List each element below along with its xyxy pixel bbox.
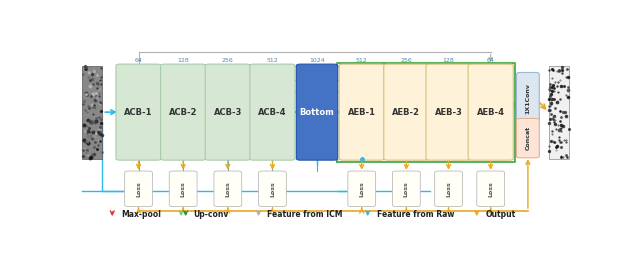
Text: Bottom: Bottom <box>300 108 335 117</box>
Text: Loss: Loss <box>270 181 275 197</box>
FancyBboxPatch shape <box>161 64 205 160</box>
Text: Loss: Loss <box>180 181 186 197</box>
Text: 256: 256 <box>222 58 234 63</box>
Text: 1X1Conv: 1X1Conv <box>525 83 531 114</box>
Text: 128: 128 <box>443 58 454 63</box>
FancyBboxPatch shape <box>125 171 152 206</box>
FancyBboxPatch shape <box>250 64 295 160</box>
Text: Max-pool: Max-pool <box>121 210 161 219</box>
Text: Loss: Loss <box>225 181 230 197</box>
Text: Concat: Concat <box>525 126 531 150</box>
Text: 512: 512 <box>356 58 367 63</box>
Bar <box>83 66 102 159</box>
FancyBboxPatch shape <box>214 171 242 206</box>
FancyBboxPatch shape <box>296 64 338 160</box>
FancyBboxPatch shape <box>516 73 540 124</box>
Text: Feature from Raw: Feature from Raw <box>376 210 454 219</box>
FancyBboxPatch shape <box>477 171 504 206</box>
Bar <box>548 66 568 159</box>
FancyBboxPatch shape <box>339 64 384 160</box>
FancyBboxPatch shape <box>392 171 420 206</box>
Text: Loss: Loss <box>488 181 493 197</box>
Text: ACB-1: ACB-1 <box>124 108 153 117</box>
FancyBboxPatch shape <box>516 118 540 158</box>
Text: AEB-1: AEB-1 <box>348 108 376 117</box>
Text: Feature from ICM: Feature from ICM <box>268 210 343 219</box>
Text: 128: 128 <box>177 58 189 63</box>
FancyBboxPatch shape <box>384 64 429 160</box>
Text: AEB-3: AEB-3 <box>435 108 463 117</box>
Text: Loss: Loss <box>136 181 141 197</box>
Text: Loss: Loss <box>446 181 451 197</box>
Text: ACB-3: ACB-3 <box>214 108 242 117</box>
Text: 256: 256 <box>401 58 412 63</box>
Text: 64: 64 <box>134 58 143 63</box>
Text: Up-conv: Up-conv <box>193 210 228 219</box>
FancyBboxPatch shape <box>169 171 197 206</box>
Text: 1024: 1024 <box>309 58 325 63</box>
Text: AEB-4: AEB-4 <box>477 108 505 117</box>
FancyBboxPatch shape <box>468 64 513 160</box>
FancyBboxPatch shape <box>348 171 376 206</box>
FancyBboxPatch shape <box>259 171 286 206</box>
FancyBboxPatch shape <box>435 171 463 206</box>
Text: 512: 512 <box>267 58 278 63</box>
FancyBboxPatch shape <box>205 64 250 160</box>
FancyBboxPatch shape <box>116 64 161 160</box>
Text: ACB-4: ACB-4 <box>258 108 287 117</box>
Text: 64: 64 <box>487 58 495 63</box>
Text: AEB-2: AEB-2 <box>392 108 420 117</box>
Text: Loss: Loss <box>404 181 409 197</box>
Text: Output: Output <box>486 210 516 219</box>
Text: Loss: Loss <box>359 181 364 197</box>
Text: ACB-2: ACB-2 <box>169 108 197 117</box>
FancyBboxPatch shape <box>426 64 471 160</box>
